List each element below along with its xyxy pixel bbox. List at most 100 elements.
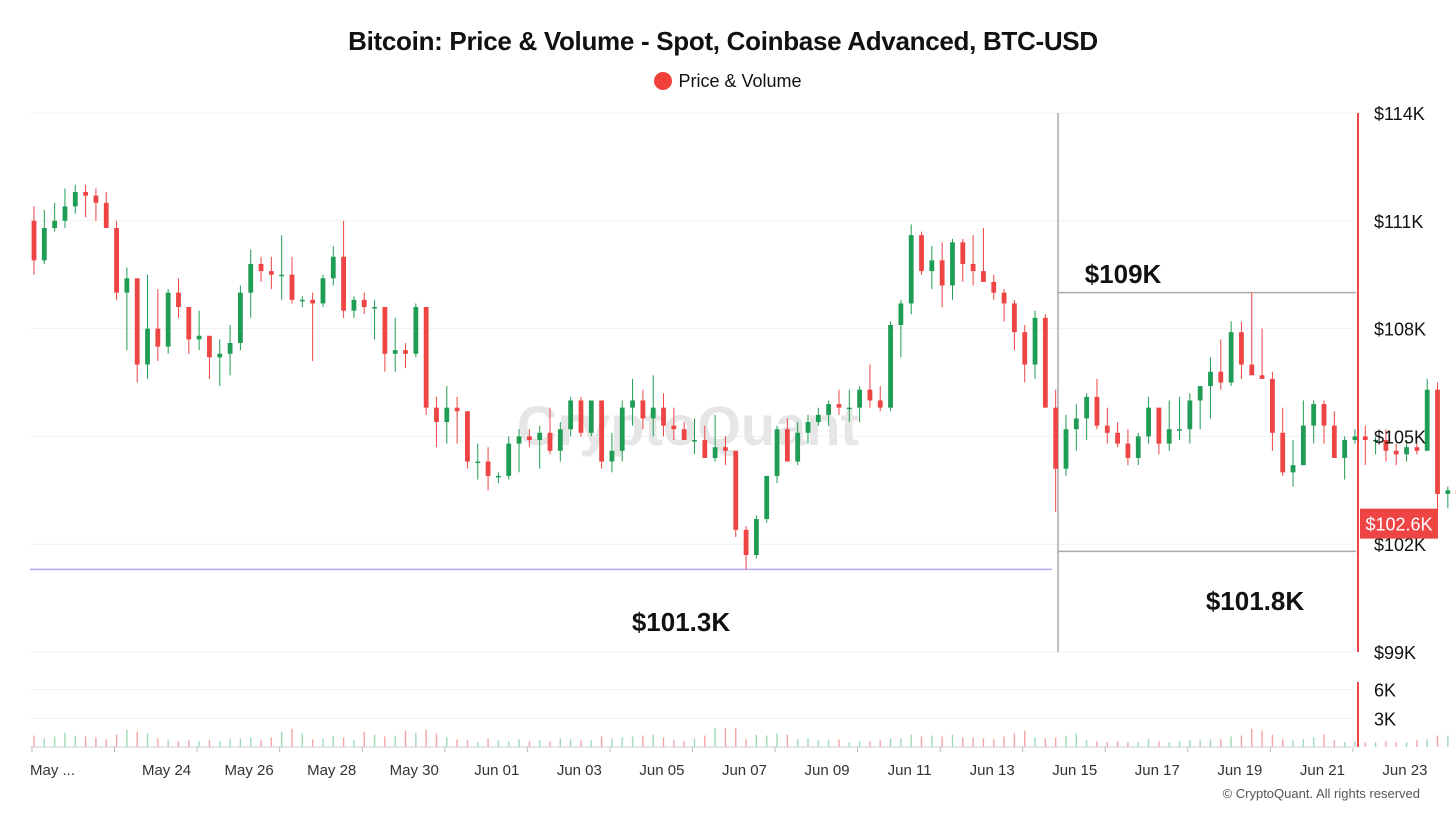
volume-bar[interactable] bbox=[1024, 730, 1026, 747]
candle-body[interactable] bbox=[599, 400, 604, 462]
candle-body[interactable] bbox=[1187, 400, 1193, 430]
candle-body[interactable] bbox=[496, 475, 501, 478]
volume-bar[interactable] bbox=[342, 737, 345, 747]
candle-body[interactable] bbox=[805, 422, 811, 433]
candle-body[interactable] bbox=[1012, 303, 1017, 333]
candle-body[interactable] bbox=[754, 519, 759, 555]
volume-bar[interactable] bbox=[1416, 740, 1418, 747]
volume-bar[interactable] bbox=[198, 741, 200, 747]
volume-bar[interactable] bbox=[270, 737, 273, 747]
candle-body[interactable] bbox=[888, 325, 893, 408]
candle-body[interactable] bbox=[795, 432, 801, 462]
volume-bar[interactable] bbox=[74, 735, 76, 747]
candle-body[interactable] bbox=[960, 242, 966, 264]
volume-bar[interactable] bbox=[786, 734, 789, 747]
volume-bar[interactable] bbox=[900, 738, 902, 747]
volume-bar[interactable] bbox=[250, 737, 252, 747]
volume-bar[interactable] bbox=[456, 739, 458, 747]
candles[interactable] bbox=[31, 184, 1456, 570]
candle-body[interactable] bbox=[1104, 425, 1110, 433]
candle-body[interactable] bbox=[217, 353, 223, 358]
candle-body[interactable] bbox=[31, 220, 37, 261]
candle-body[interactable] bbox=[929, 260, 935, 272]
volume-bar[interactable] bbox=[394, 735, 396, 747]
volume-bar[interactable] bbox=[1364, 742, 1366, 747]
candle-body[interactable] bbox=[186, 307, 192, 340]
candle-body[interactable] bbox=[1197, 386, 1203, 401]
volume-bar[interactable] bbox=[1292, 740, 1294, 747]
candle-body[interactable] bbox=[826, 404, 832, 415]
candle-body[interactable] bbox=[475, 461, 481, 464]
volume-bar[interactable] bbox=[1395, 742, 1397, 747]
candle-body[interactable] bbox=[516, 436, 522, 444]
volume-bar[interactable] bbox=[600, 736, 603, 747]
volume-bar[interactable] bbox=[1323, 734, 1325, 747]
candle-body[interactable] bbox=[1342, 439, 1348, 458]
volume-bar[interactable] bbox=[1127, 742, 1129, 747]
candle-body[interactable] bbox=[1125, 443, 1131, 458]
candle-body[interactable] bbox=[568, 400, 574, 430]
volume-bar[interactable] bbox=[642, 735, 644, 747]
candle-body[interactable] bbox=[1311, 404, 1317, 426]
candle-body[interactable] bbox=[1042, 317, 1048, 408]
volume-bar[interactable] bbox=[260, 740, 262, 747]
volume-bar[interactable] bbox=[177, 741, 180, 747]
candle-body[interactable] bbox=[41, 227, 47, 261]
candle-body[interactable] bbox=[764, 475, 770, 520]
volume-bar[interactable] bbox=[879, 740, 881, 747]
candle-body[interactable] bbox=[434, 407, 439, 423]
candle-body[interactable] bbox=[268, 271, 274, 275]
candle-body[interactable] bbox=[1321, 404, 1327, 426]
candle-body[interactable] bbox=[661, 407, 666, 426]
candle-body[interactable] bbox=[991, 281, 997, 293]
candle-body[interactable] bbox=[1094, 396, 1100, 426]
candle-body[interactable] bbox=[1022, 332, 1028, 365]
volume-bar[interactable] bbox=[1054, 737, 1057, 747]
candle-body[interactable] bbox=[619, 407, 625, 451]
candle-body[interactable] bbox=[650, 407, 656, 419]
candle-body[interactable] bbox=[1115, 432, 1120, 444]
volume-bar[interactable] bbox=[848, 742, 850, 747]
candle-body[interactable] bbox=[372, 307, 377, 309]
volume-bar[interactable] bbox=[776, 733, 778, 747]
volume-bar[interactable] bbox=[858, 741, 861, 747]
candle-body[interactable] bbox=[774, 429, 780, 476]
volume-bar[interactable] bbox=[962, 737, 964, 747]
candle-body[interactable] bbox=[1084, 396, 1090, 419]
volume-bar[interactable] bbox=[538, 740, 541, 747]
volume-bar[interactable] bbox=[1106, 742, 1108, 747]
candle-body[interactable] bbox=[83, 192, 88, 196]
volume-bar[interactable] bbox=[972, 737, 974, 747]
candle-body[interactable] bbox=[330, 256, 336, 279]
volume-bar[interactable] bbox=[384, 736, 386, 747]
volume-bar[interactable] bbox=[415, 732, 417, 747]
volume-bar[interactable] bbox=[796, 739, 799, 747]
volume-bar[interactable] bbox=[167, 740, 169, 747]
candle-body[interactable] bbox=[784, 429, 790, 462]
volume-bar[interactable] bbox=[951, 734, 954, 747]
volume-bar[interactable] bbox=[1447, 735, 1449, 747]
candle-body[interactable] bbox=[1053, 407, 1059, 469]
volume-bar[interactable] bbox=[487, 738, 489, 747]
volume-bar[interactable] bbox=[1374, 742, 1377, 747]
candle-body[interactable] bbox=[1156, 407, 1162, 444]
candle-body[interactable] bbox=[114, 227, 119, 293]
candle-body[interactable] bbox=[320, 278, 326, 304]
candle-body[interactable] bbox=[454, 407, 460, 412]
candle-body[interactable] bbox=[248, 263, 254, 293]
candle-body[interactable] bbox=[485, 461, 491, 476]
candle-body[interactable] bbox=[227, 342, 233, 354]
candle-body[interactable] bbox=[609, 450, 615, 462]
candle-body[interactable] bbox=[743, 529, 749, 555]
volume-bar[interactable] bbox=[662, 737, 665, 747]
candle-body[interactable] bbox=[557, 429, 563, 451]
candle-body[interactable] bbox=[176, 292, 181, 308]
volume-bar[interactable] bbox=[1158, 741, 1160, 747]
volume-bar[interactable] bbox=[95, 737, 97, 747]
volume-bar[interactable] bbox=[714, 727, 716, 747]
candle-body[interactable] bbox=[1239, 332, 1244, 365]
candle-body[interactable] bbox=[1445, 490, 1451, 494]
candle-body[interactable] bbox=[588, 400, 594, 433]
candle-body[interactable] bbox=[403, 350, 408, 354]
candle-body[interactable] bbox=[134, 278, 140, 365]
